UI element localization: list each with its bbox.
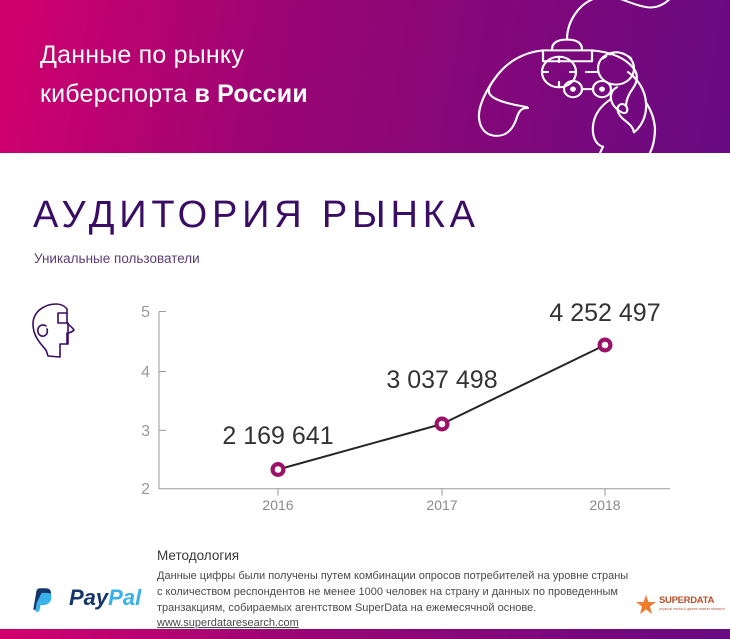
- svg-text:5: 5: [141, 304, 150, 321]
- svg-text:3: 3: [141, 423, 150, 440]
- svg-text:3 037 498: 3 037 498: [386, 366, 497, 394]
- svg-text:4: 4: [141, 364, 150, 381]
- svg-text:2016: 2016: [262, 497, 293, 513]
- svg-text:4 252 497: 4 252 497: [549, 299, 660, 327]
- svg-text:2017: 2017: [426, 497, 457, 513]
- svg-text:2 169 641: 2 169 641: [222, 422, 333, 450]
- svg-text:2: 2: [141, 481, 150, 498]
- svg-text:2018: 2018: [589, 497, 620, 513]
